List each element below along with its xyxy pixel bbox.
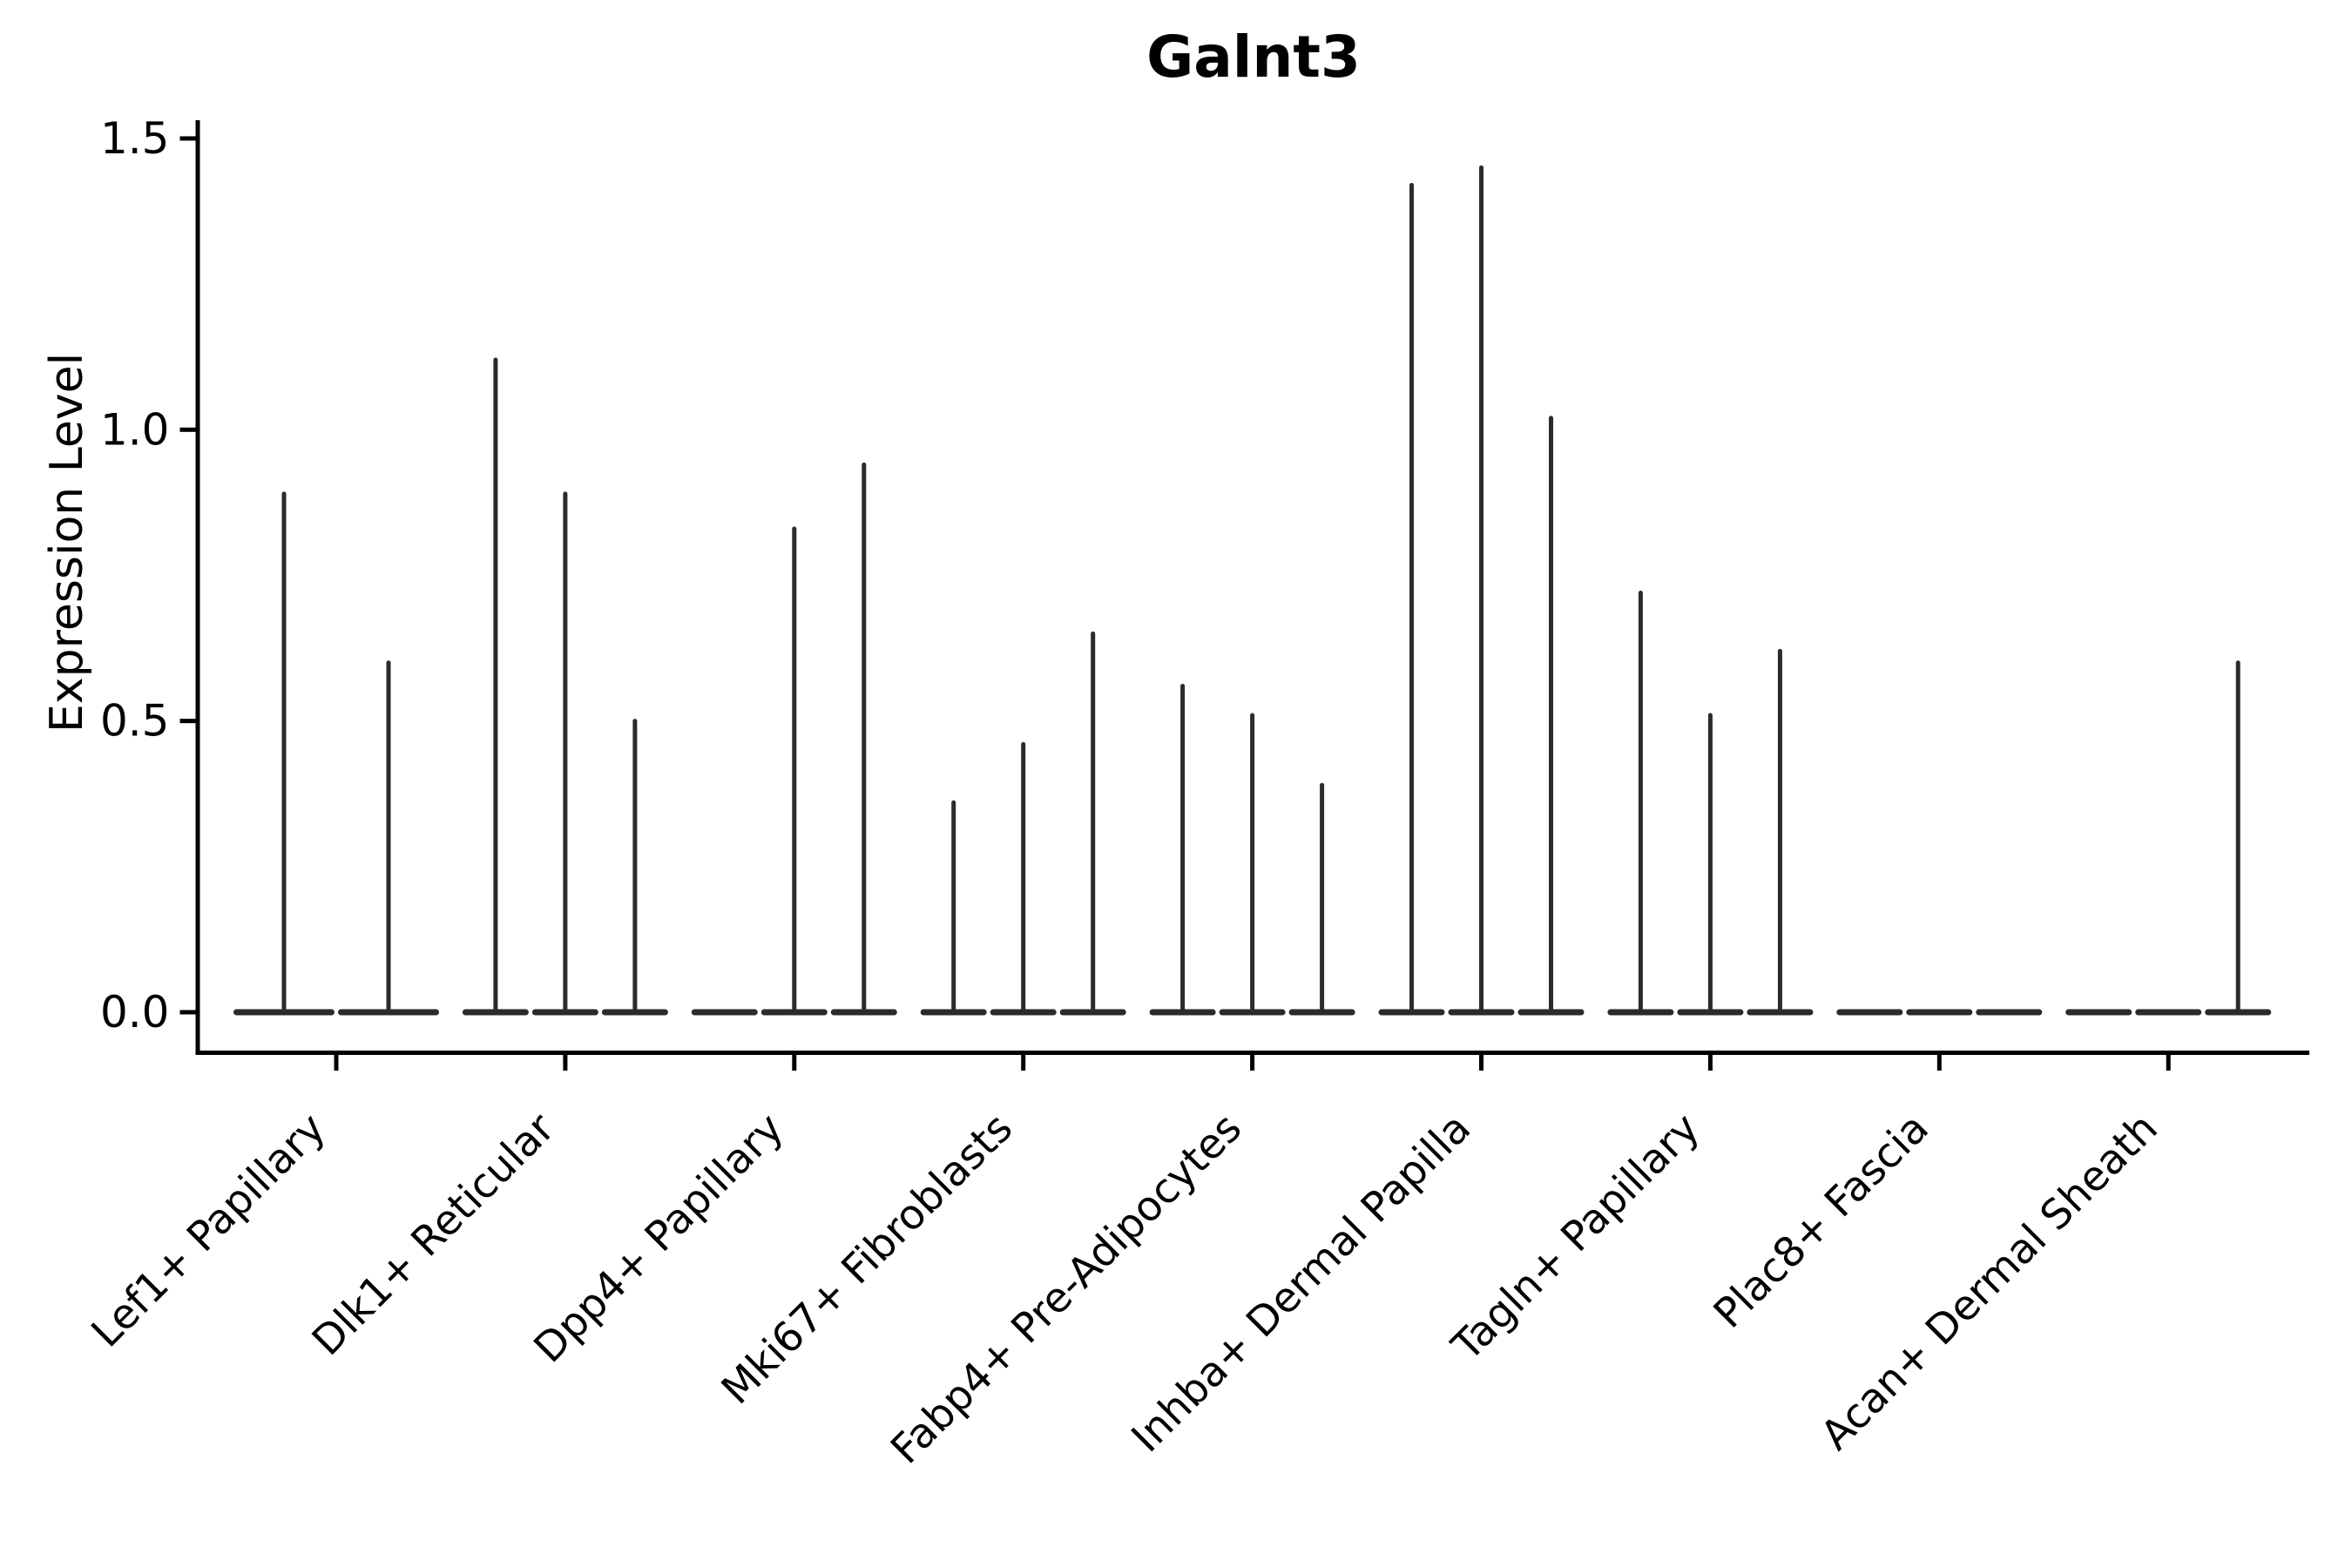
x-tick [563, 1055, 568, 1071]
x-tick [2166, 1055, 2171, 1071]
x-tick [1936, 1055, 1942, 1071]
x-category-label: Dpp4+ Papillary [525, 1105, 794, 1373]
x-tick [1250, 1055, 1255, 1071]
y-tick [179, 136, 196, 141]
y-tick [179, 1010, 196, 1015]
violin-base [1836, 1009, 1903, 1016]
y-tick-label: 0.0 [100, 987, 170, 1037]
violin-base [691, 1009, 758, 1016]
chart-title: Galnt3 [1146, 24, 1361, 91]
y-tick [179, 427, 196, 432]
violin-base [2065, 1009, 2132, 1016]
y-tick [179, 719, 196, 724]
x-category-label: Tagln+ Papillary [1443, 1105, 1709, 1371]
y-tick-label: 1.5 [100, 113, 170, 164]
x-tick [1707, 1055, 1713, 1071]
violin-base [1976, 1009, 2043, 1016]
x-tick [1479, 1055, 1484, 1071]
x-tick [334, 1055, 339, 1071]
y-tick-label: 1.0 [100, 404, 170, 455]
x-axis-spine [195, 1051, 2309, 1055]
x-tick [1021, 1055, 1026, 1071]
y-axis-spine [195, 120, 200, 1055]
violin-base [1906, 1009, 1973, 1016]
x-category-label: Lef1+ Papillary [83, 1105, 335, 1357]
y-tick-label: 0.5 [100, 696, 170, 747]
x-category-label: Dlk1+ Reticular [303, 1104, 564, 1365]
violin-base [2135, 1009, 2202, 1016]
x-category-label: Plac8+ Fascia [1705, 1105, 1938, 1338]
x-tick [792, 1055, 797, 1071]
